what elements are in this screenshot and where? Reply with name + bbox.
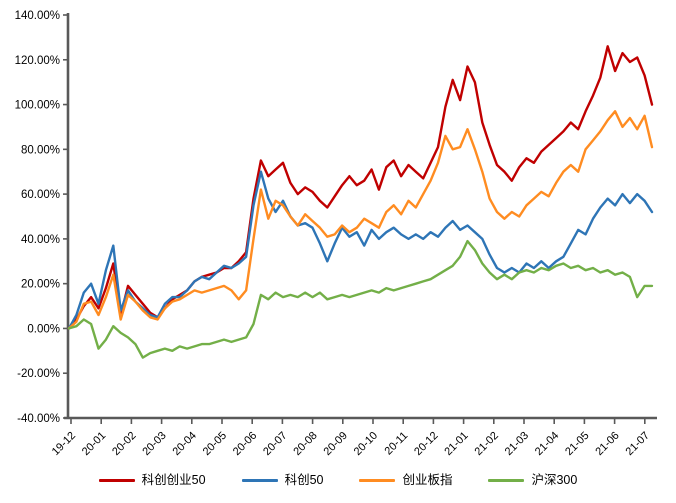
series-line-hushen-300 bbox=[67, 239, 654, 359]
y-axis-label: 100.00% bbox=[15, 100, 60, 112]
x-axis-label: 21-02 bbox=[473, 430, 501, 458]
x-axis-label: 20-11 bbox=[383, 430, 411, 458]
x-axis-label: 20-01 bbox=[80, 430, 108, 458]
legend-label: 沪深300 bbox=[531, 473, 578, 487]
x-axis-label: 20-06 bbox=[231, 430, 259, 458]
x-axis-label: 21-03 bbox=[503, 430, 531, 458]
y-axis-label: -20.00% bbox=[17, 368, 60, 380]
y-axis-label: 60.00% bbox=[21, 189, 60, 201]
series-line-kechuang-50 bbox=[67, 170, 654, 330]
x-axis-label: 20-05 bbox=[201, 430, 229, 458]
x-axis-label: 20-12 bbox=[412, 430, 440, 458]
series-line-kechuang-chuangye-50 bbox=[67, 45, 654, 330]
y-axis-label: 120.00% bbox=[15, 55, 60, 67]
series-line-chuangyeban-zhi bbox=[67, 110, 654, 330]
y-axis-label: 20.00% bbox=[21, 279, 60, 291]
x-axis-label: 19-12 bbox=[50, 430, 78, 458]
legend-line-swatch-red bbox=[98, 478, 135, 482]
legend-label: 科创创业50 bbox=[141, 473, 206, 487]
x-axis-label: 21-05 bbox=[563, 430, 591, 458]
x-axis-label: 20-04 bbox=[171, 430, 199, 458]
x-axis-label: 21-06 bbox=[593, 430, 621, 458]
legend-label: 创业板指 bbox=[402, 473, 453, 487]
legend-line-swatch-blue bbox=[241, 478, 278, 482]
y-axis-label: 40.00% bbox=[21, 234, 60, 246]
x-axis-label: 21-07 bbox=[624, 430, 652, 458]
legend-item-hushen-300: 沪深300 bbox=[488, 474, 577, 487]
line-chart-canvas: 140.00% 120.00% 100.00% 80.00% 60.00% 40.00% 2… bbox=[15, 10, 657, 458]
x-axis-label: 20-09 bbox=[322, 430, 350, 458]
y-axis-label: 0.00% bbox=[27, 323, 60, 335]
x-axis-label: 20-07 bbox=[261, 430, 289, 458]
y-axis-label: 80.00% bbox=[21, 144, 60, 156]
x-axis-label: 21-04 bbox=[533, 430, 561, 458]
x-axis-label: 20-03 bbox=[140, 430, 168, 458]
legend-label: 科创50 bbox=[284, 473, 324, 487]
legend-item-chuangyeban-zhi: 创业板指 bbox=[359, 474, 452, 487]
y-axis-label: 140.00% bbox=[15, 10, 60, 22]
legend-item-kechuang-chuangye-50: 科创创业50 bbox=[98, 473, 206, 487]
chart-legend: 科创创业50 科创50 创业板指 沪深300 bbox=[0, 474, 676, 487]
x-axis-label: 20-02 bbox=[110, 430, 138, 458]
x-axis-label: 20-10 bbox=[352, 430, 380, 458]
x-axis-label: 21-01 bbox=[442, 430, 470, 458]
x-axis-label: 20-08 bbox=[291, 430, 319, 458]
y-axis-label: -40.00% bbox=[17, 413, 60, 425]
legend-line-swatch-orange bbox=[359, 478, 396, 482]
legend-line-swatch-green bbox=[488, 478, 525, 482]
legend-item-kechuang-50: 科创50 bbox=[241, 473, 324, 487]
